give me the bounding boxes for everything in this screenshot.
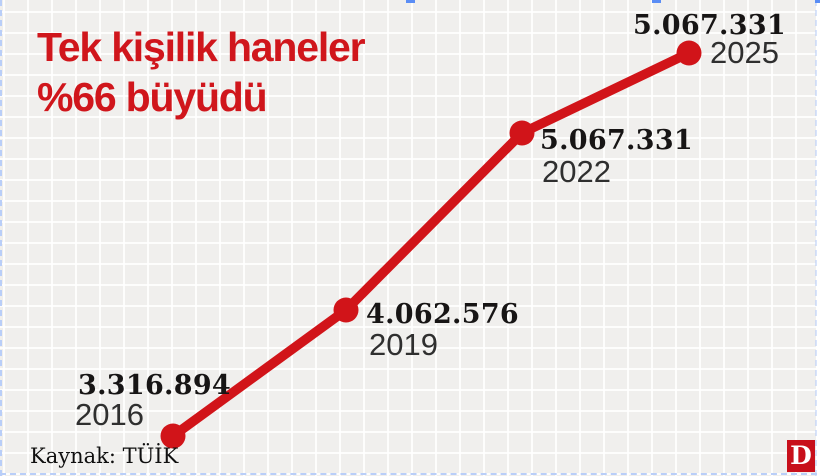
selection-handle-top[interactable]: [652, 0, 661, 3]
chart-title-line2: %66 büyüdü: [37, 74, 268, 120]
year-label-2025: 2025: [710, 35, 779, 70]
year-label-2022: 2022: [542, 154, 611, 189]
data-point-2022: [509, 120, 535, 146]
page-gutter: [816, 0, 820, 476]
value-label-2022: 5.067.331: [540, 125, 694, 156]
selection-marquee-left: [0, 0, 2, 476]
brand-logo: D: [787, 440, 815, 472]
trend-line: [170, 48, 692, 440]
data-point-2019: [333, 297, 359, 323]
value-label-2016: 3.316.894: [78, 370, 232, 401]
value-label-2019: 4.062.576: [366, 299, 520, 330]
year-label-2016: 2016: [75, 397, 144, 432]
selection-handle-top-right[interactable]: [815, 0, 820, 3]
chart-title-line1: Tek kişilik haneler: [37, 24, 366, 70]
chart-title: Tek kişilik haneler %66 büyüdü: [37, 22, 366, 122]
data-point-2025: [676, 40, 702, 66]
value-label-2025: 5.067.331: [633, 10, 787, 41]
selection-marquee-right: [815, 0, 817, 476]
year-label-2019: 2019: [369, 327, 438, 362]
selection-marquee-bottom: [0, 473, 817, 475]
selection-handle-top-center[interactable]: [406, 0, 415, 3]
source-credit: Kaynak: TÜİK: [30, 444, 179, 468]
data-point-2016: [160, 423, 186, 449]
